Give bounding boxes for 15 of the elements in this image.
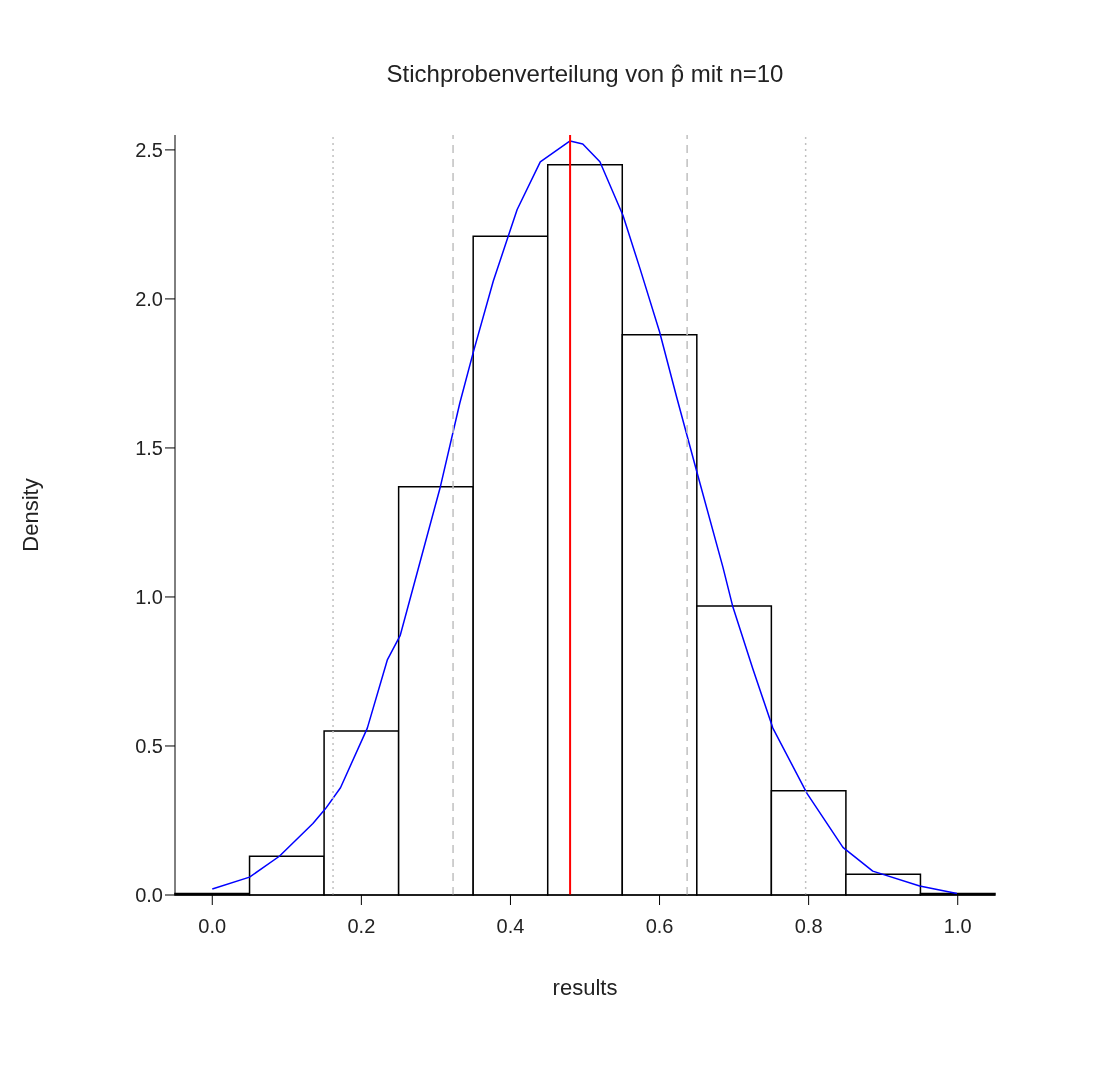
x-tick-label: 1.0 bbox=[943, 915, 972, 938]
x-tick-label: 0.8 bbox=[794, 915, 823, 938]
x-tick-label: 0.6 bbox=[645, 915, 674, 938]
y-tick-label: 1.0 bbox=[135, 586, 163, 609]
y-tick-label: 0.5 bbox=[135, 735, 163, 758]
y-tick-label: 2.5 bbox=[135, 139, 163, 161]
y-tick-label: 2.0 bbox=[135, 288, 163, 311]
x-axis-title: results bbox=[552, 975, 618, 1000]
y-axis-title: Density bbox=[17, 478, 43, 552]
chart-title: Stichprobenverteilung von p̂ mit n=10 bbox=[385, 60, 785, 88]
y-tick-label: 0.0 bbox=[135, 884, 163, 907]
x-tick-label: 0.4 bbox=[496, 915, 525, 938]
x-tick-label: 0.0 bbox=[198, 915, 227, 938]
y-tick-label: 1.5 bbox=[135, 437, 163, 460]
x-tick-label: 0.2 bbox=[347, 915, 376, 938]
